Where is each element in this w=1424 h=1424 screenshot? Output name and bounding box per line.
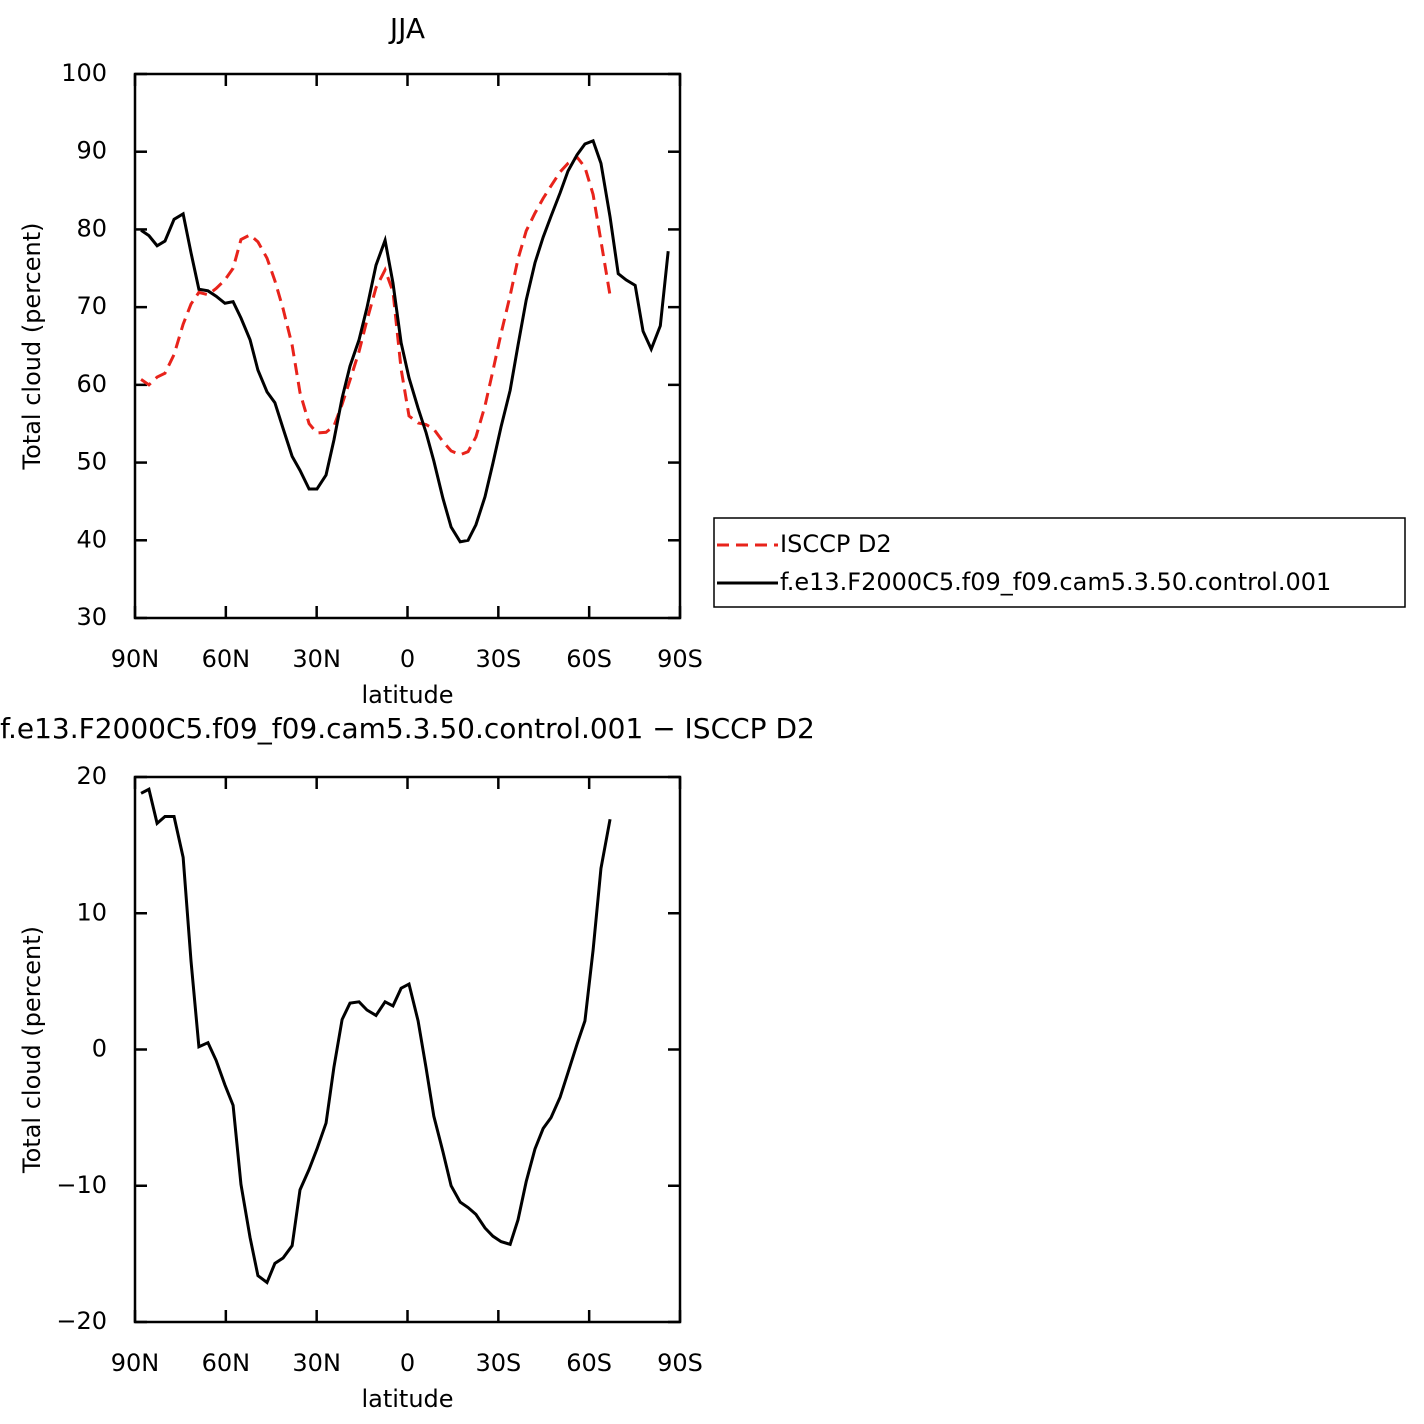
legend-label: f.e13.F2000C5.f09_f09.cam5.3.50.control.…	[780, 568, 1331, 596]
chart-title: f.e13.F2000C5.f09_f09.cam5.3.50.control.…	[0, 712, 815, 745]
plot-frame	[133, 72, 682, 620]
x-tick-label: 60N	[202, 1349, 251, 1377]
x-tick-label: 90N	[111, 645, 160, 673]
x-tick-label: 0	[400, 1349, 415, 1377]
y-tick-label: −20	[56, 1307, 107, 1335]
x-tick-label: 30S	[475, 645, 521, 673]
y-tick-label: 50	[76, 448, 107, 476]
y-tick-label: 100	[61, 59, 107, 87]
legend-box	[713, 517, 1406, 608]
data-line	[140, 787, 612, 1285]
x-tick-label: 90S	[657, 645, 703, 673]
x-tick-label: 30S	[475, 1349, 521, 1377]
y-tick-label: −10	[56, 1171, 107, 1199]
y-tick-label: 90	[76, 137, 107, 165]
y-axis-label: Total cloud (percent)	[18, 223, 46, 471]
x-tick-label: 30N	[292, 645, 341, 673]
x-tick-label: 60S	[566, 645, 612, 673]
y-tick-label: 10	[76, 898, 107, 926]
x-tick-label: 60N	[202, 645, 251, 673]
y-tick-label: 0	[92, 1035, 107, 1063]
x-tick-label: 90S	[657, 1349, 703, 1377]
x-tick-label: 0	[400, 645, 415, 673]
legend-label: ISCCP D2	[780, 530, 892, 558]
y-axis-label: Total cloud (percent)	[18, 926, 46, 1174]
data-line	[140, 155, 612, 457]
x-tick-label: 90N	[111, 1349, 160, 1377]
y-tick-label: 40	[76, 525, 107, 553]
chart-title: JJA	[388, 12, 425, 45]
y-tick-label: 20	[76, 762, 107, 790]
x-axis-label: latitude	[361, 1385, 453, 1413]
y-tick-label: 80	[76, 214, 107, 242]
data-line	[140, 138, 670, 544]
y-tick-label: 70	[76, 292, 107, 320]
x-tick-label: 30N	[292, 1349, 341, 1377]
y-tick-label: 30	[76, 603, 107, 631]
plot-frame	[133, 775, 682, 1324]
x-axis-label: latitude	[361, 681, 453, 709]
x-tick-label: 60S	[566, 1349, 612, 1377]
y-tick-label: 60	[76, 370, 107, 398]
